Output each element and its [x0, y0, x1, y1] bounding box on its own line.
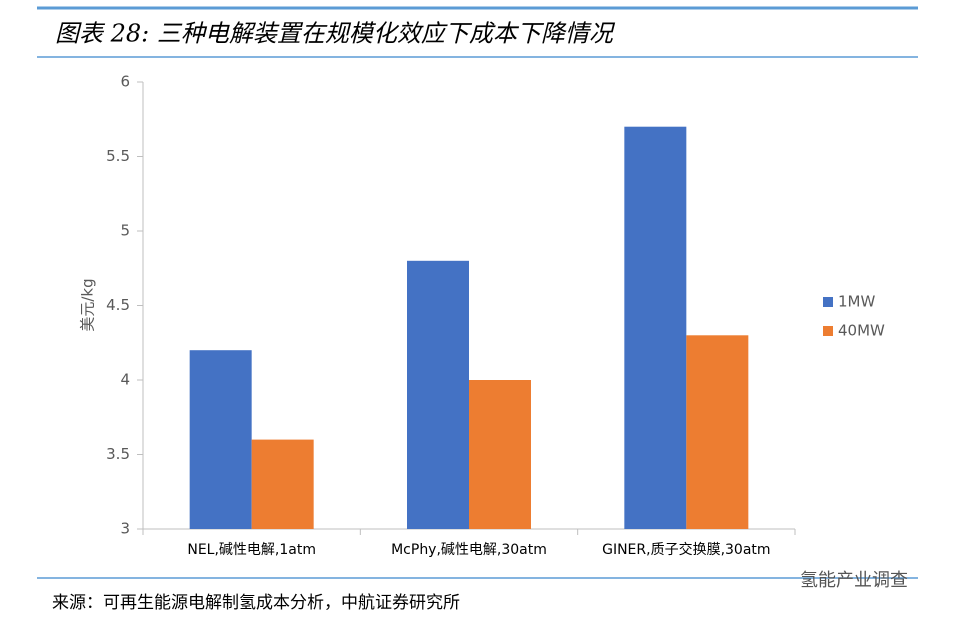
bar [251, 439, 314, 529]
watermark: 氢能产业调查 [800, 570, 908, 591]
chart-title: 图表 28: 三种电解装置在规模化效应下成本下降情况 [55, 20, 616, 48]
y-tick-label: 4 [120, 371, 130, 389]
x-tick-label: McPhy,碱性电解,30atm [391, 542, 547, 558]
y-tick-label: 5.5 [106, 147, 130, 165]
y-tick-label: 6 [120, 73, 130, 91]
legend-label: 40MW [838, 322, 885, 340]
y-tick-label: 5 [120, 222, 130, 240]
x-tick-label: GINER,质子交换膜,30atm [602, 541, 770, 558]
y-tick-label: 4.5 [106, 296, 130, 314]
legend-label: 1MW [838, 293, 875, 311]
legend-swatch [823, 297, 833, 307]
bar [624, 126, 687, 529]
bar [686, 335, 749, 529]
y-tick-label: 3.5 [106, 445, 130, 463]
bar [469, 380, 531, 529]
bar [407, 260, 469, 529]
y-axis-label: 美元/kg [79, 278, 97, 331]
legend-swatch [823, 326, 833, 336]
y-tick-label: 3 [120, 520, 130, 538]
source: 来源：可再生能源电解制氢成本分析，中航证券研究所 [52, 593, 460, 613]
bar [189, 350, 252, 529]
x-tick-label: NEL,碱性电解,1atm [187, 542, 316, 558]
